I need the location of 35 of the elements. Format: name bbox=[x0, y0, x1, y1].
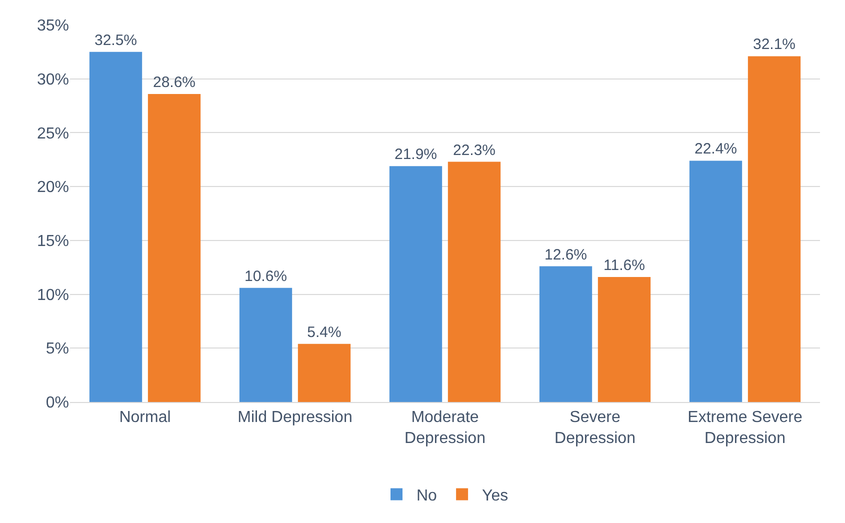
data-label: 32.1% bbox=[752, 36, 796, 54]
bar bbox=[89, 52, 142, 402]
y-tick-label: 25% bbox=[36, 125, 69, 142]
y-tick-label: 30% bbox=[36, 71, 69, 88]
y-tick-label: 5% bbox=[46, 340, 69, 358]
x-tick-label: Extreme Severe Depression bbox=[688, 409, 802, 447]
bar bbox=[298, 344, 351, 402]
y-tick-label: 10% bbox=[36, 286, 69, 304]
data-label: 22.3% bbox=[452, 142, 496, 159]
bar bbox=[598, 277, 651, 402]
bar bbox=[689, 160, 742, 402]
bar bbox=[148, 94, 201, 402]
x-tick-label: Severe Depression bbox=[554, 409, 636, 447]
x-tick-label: Moderate Depression bbox=[404, 409, 486, 447]
data-label: 10.6% bbox=[244, 268, 288, 285]
y-tick-label: 15% bbox=[36, 233, 69, 250]
x-tick-label: Mild Depression bbox=[238, 409, 352, 426]
data-label: 32.5% bbox=[94, 32, 138, 49]
x-tick-label: Normal bbox=[119, 409, 171, 426]
y-tick-label: 0% bbox=[46, 394, 69, 412]
data-label: 5.4% bbox=[307, 324, 342, 341]
data-label: 21.9% bbox=[394, 146, 438, 164]
data-label: 28.6% bbox=[152, 74, 196, 91]
y-tick-label: 20% bbox=[36, 179, 69, 196]
bar bbox=[448, 162, 501, 402]
bar bbox=[389, 166, 442, 402]
y-tick-label: 35% bbox=[36, 18, 69, 35]
legend-label: No bbox=[416, 488, 438, 505]
bar bbox=[748, 56, 801, 402]
bar bbox=[539, 266, 592, 402]
data-label: 12.6% bbox=[544, 246, 588, 264]
bar bbox=[239, 288, 292, 402]
data-label: 11.6% bbox=[604, 257, 645, 274]
data-label: 22.4% bbox=[694, 140, 738, 158]
legend-label: Yes bbox=[482, 488, 508, 505]
